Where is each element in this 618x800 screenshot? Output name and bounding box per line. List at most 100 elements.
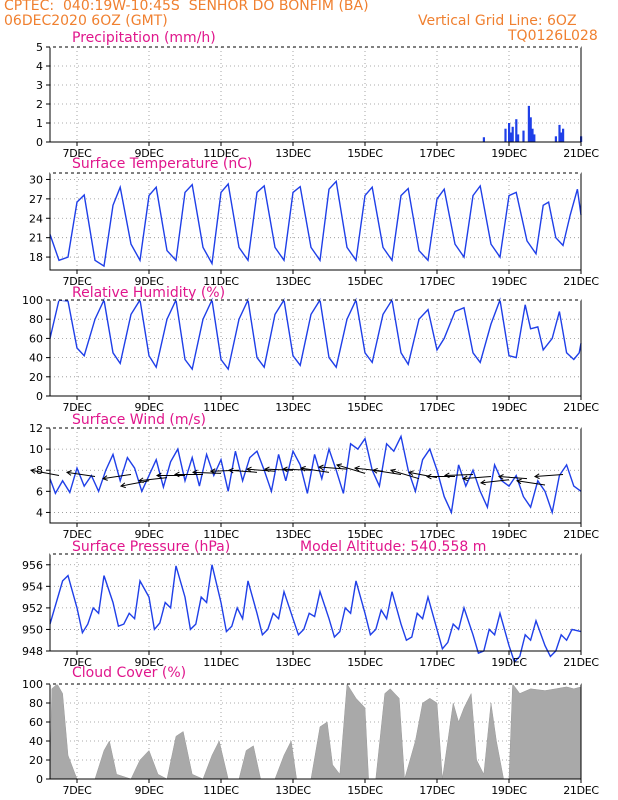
precip-bar	[531, 128, 534, 142]
wind-arrow	[102, 473, 132, 480]
x-tick-label: 17DEC	[419, 528, 455, 541]
x-tick-label: 13DEC	[275, 528, 311, 541]
x-tick-label: 17DEC	[419, 275, 455, 288]
panel-2: 0 20 40 60 80 100 7DEC 9DEC 11DEC 13DEC 15DEC 17DEC…	[22, 285, 600, 414]
wind-arrow	[462, 476, 492, 480]
wind-arrow-head	[209, 468, 216, 474]
wind-arrow	[480, 479, 510, 484]
y-tick-label: 80	[29, 697, 43, 710]
x-tick-label: 7DEC	[63, 528, 93, 541]
wind-arrow	[282, 468, 312, 471]
y-tick-label: 12	[29, 422, 43, 435]
panel-0: 0 1 2 3 4 5 7DEC 9DEC 11DEC 13DEC 15DEC 17DEC 19DEC 2…	[36, 30, 600, 160]
y-tick-label: 80	[29, 313, 43, 326]
plot-frame	[49, 553, 582, 652]
x-tick-label: 9DEC	[135, 275, 165, 288]
y-tick-label: 21	[29, 232, 43, 245]
wind-arrow-head	[371, 468, 378, 474]
wind-arrow-head	[119, 482, 126, 489]
wind-arrow-head	[65, 470, 72, 476]
wind-arrow	[534, 473, 564, 478]
wind-arrow-head	[317, 464, 324, 471]
x-tick-label: 17DEC	[419, 147, 455, 160]
wind-arrow-head	[245, 466, 252, 473]
x-tick-label: 11DEC	[203, 528, 239, 541]
wind-arrow	[138, 477, 168, 482]
wind-arrow	[246, 468, 276, 472]
x-tick-label: 21DEC	[563, 147, 599, 160]
panel-title: Precipitation (mm/h)	[72, 30, 216, 46]
y-tick-label: 0	[36, 773, 43, 786]
panel-3: 4 6 8 10 12 7DEC 9DEC 11DEC 13DEC 15DEC 17DEC 19DEC…	[29, 412, 600, 541]
y-tick-label: 2	[36, 98, 43, 111]
series-line	[49, 564, 582, 664]
panel-subtitle: Model Altitude: 540.558 m	[300, 539, 486, 555]
panel-title: Surface Wind (m/s)	[72, 412, 206, 428]
y-tick-label: 4	[36, 60, 43, 73]
x-tick-label: 9DEC	[135, 784, 165, 797]
x-tick-label: 11DEC	[203, 147, 239, 160]
x-tick-label: 9DEC	[135, 147, 165, 160]
panel-title: Relative Humidity (%)	[72, 285, 225, 301]
precip-bar	[509, 132, 512, 142]
y-tick-label: 20	[29, 371, 43, 384]
precip-bar	[522, 130, 525, 142]
wind-arrow-head	[155, 472, 162, 479]
x-tick-label: 7DEC	[63, 401, 93, 414]
precip-bar	[504, 128, 507, 142]
wind-arrow-head	[461, 475, 468, 482]
wind-arrow-head	[497, 474, 504, 480]
precip-bar	[517, 134, 520, 142]
y-tick-label: 952	[22, 602, 43, 615]
wind-arrow	[192, 471, 222, 474]
wind-arrow	[516, 480, 546, 486]
y-tick-label: 24	[29, 212, 43, 225]
plot-frame	[49, 172, 582, 271]
wind-arrow-head	[515, 478, 522, 485]
x-tick-label: 17DEC	[419, 401, 455, 414]
y-tick-label: 5	[36, 41, 43, 54]
wind-arrow	[390, 469, 420, 480]
x-tick-label: 9DEC	[135, 528, 165, 541]
wind-arrow	[120, 480, 150, 487]
y-tick-label: 100	[22, 678, 43, 691]
x-tick-label: 9DEC	[135, 401, 165, 414]
panel-4: 948 950 952 954 956 7DEC 9DEC 11DEC 13DEC 15DEC 17…	[22, 539, 600, 669]
wind-arrow-head	[425, 473, 432, 480]
x-tick-label: 19DEC	[491, 147, 527, 160]
wind-arrow-head	[479, 479, 486, 486]
precip-bar	[527, 105, 530, 142]
precip-bar	[508, 123, 511, 142]
x-tick-label: 19DEC	[491, 656, 527, 669]
y-tick-label: 6	[36, 485, 43, 498]
precip-bar	[554, 136, 557, 142]
wind-arrow-head	[533, 473, 540, 480]
x-tick-label: 7DEC	[63, 656, 93, 669]
x-tick-label: 19DEC	[491, 275, 527, 288]
wind-arrow	[30, 469, 60, 476]
wind-arrow	[300, 467, 330, 473]
wind-arrow-head	[353, 465, 360, 472]
x-tick-label: 13DEC	[275, 275, 311, 288]
x-tick-label: 17DEC	[419, 784, 455, 797]
x-tick-label: 11DEC	[203, 784, 239, 797]
y-tick-label: 4	[36, 506, 43, 519]
x-tick-label: 21DEC	[563, 528, 599, 541]
x-tick-label: 19DEC	[491, 528, 527, 541]
wind-arrow	[318, 466, 348, 470]
x-tick-label: 13DEC	[275, 147, 311, 160]
wind-arrow-head	[336, 463, 342, 469]
y-tick-label: 100	[22, 294, 43, 307]
wind-arrow-head	[299, 465, 306, 472]
precip-bar	[511, 126, 514, 142]
x-tick-label: 7DEC	[63, 275, 93, 288]
x-tick-label: 7DEC	[63, 147, 93, 160]
precip-bar	[560, 132, 563, 142]
x-tick-label: 9DEC	[135, 656, 165, 669]
y-tick-label: 40	[29, 352, 43, 365]
wind-arrow-head	[137, 477, 144, 484]
wind-arrow	[498, 476, 528, 480]
x-tick-label: 21DEC	[563, 656, 599, 669]
precip-bar	[529, 117, 532, 142]
